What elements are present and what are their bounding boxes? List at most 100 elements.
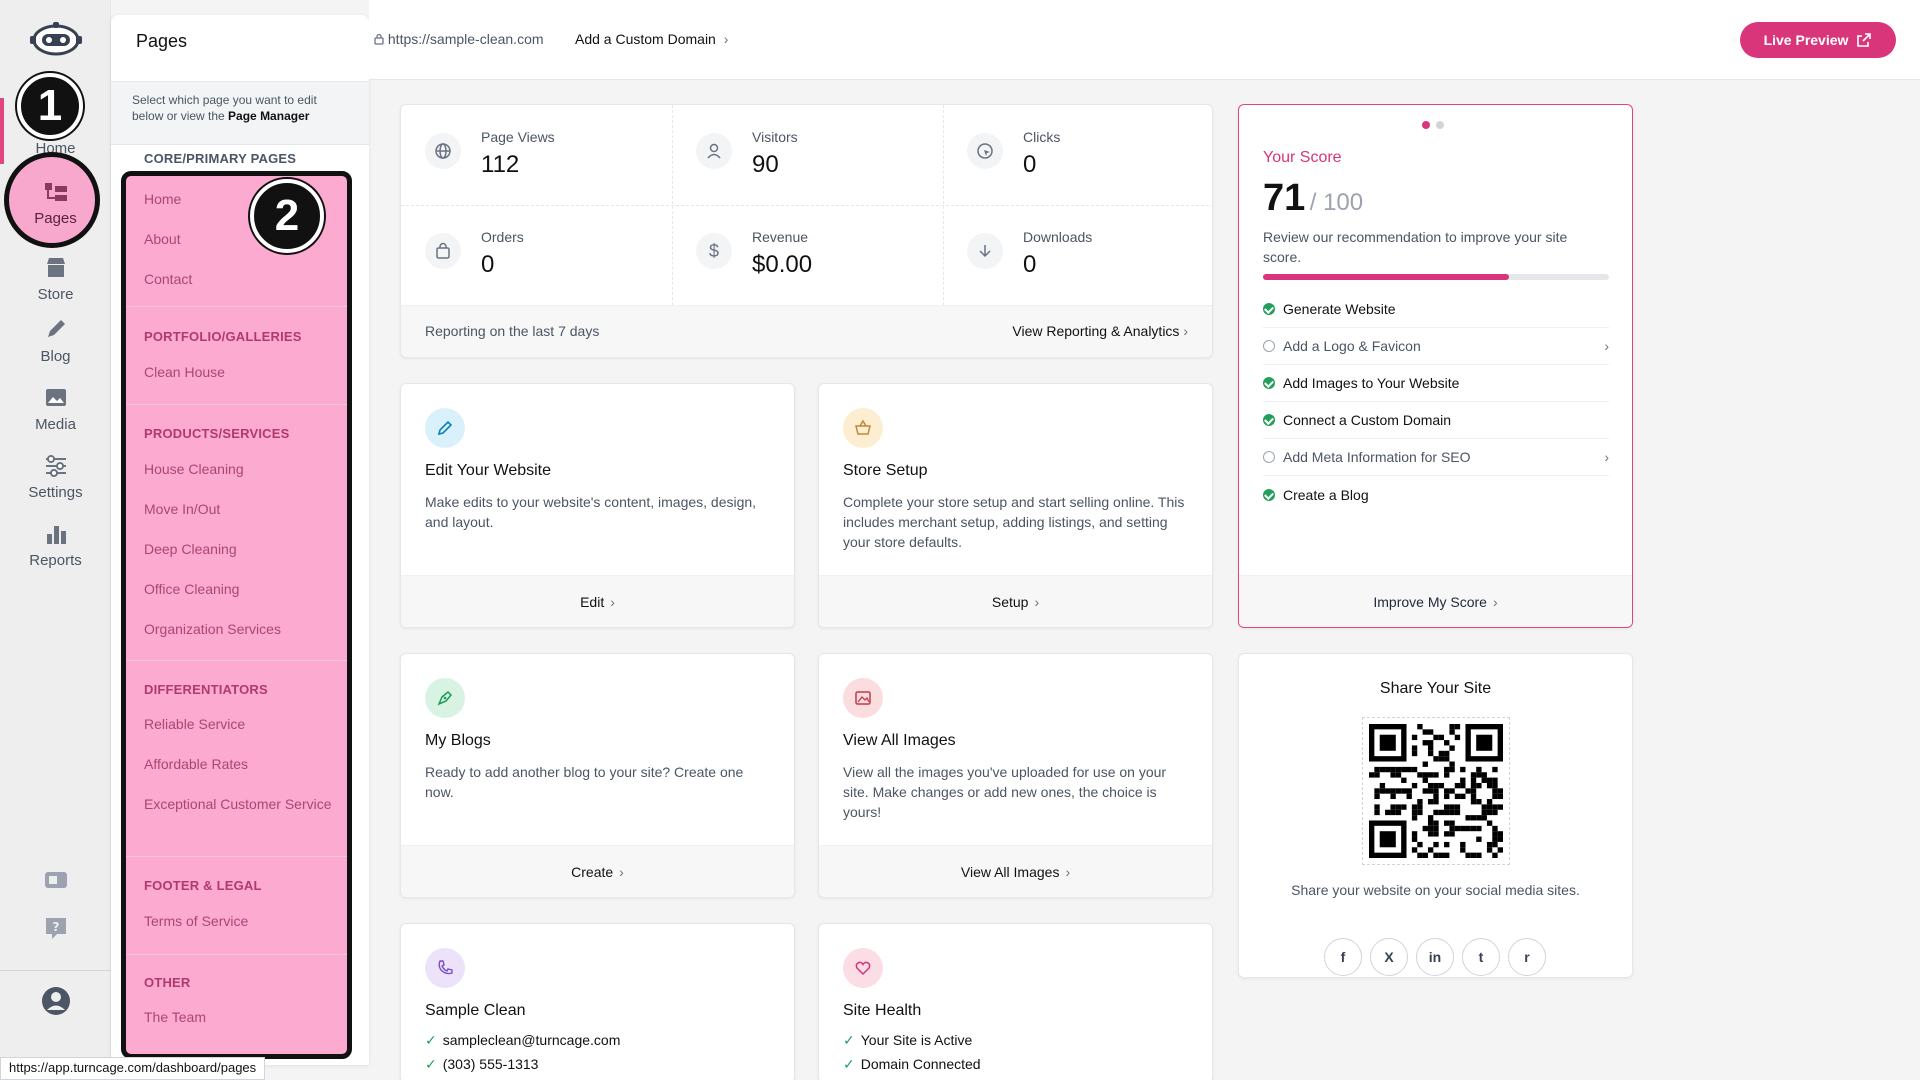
chevron-right-icon: › — [1604, 338, 1609, 354]
my-blogs-card: My Blogs Ready to add another blog to yo… — [400, 653, 795, 898]
user-avatar-icon — [41, 987, 70, 1015]
page-link-reliable-service[interactable]: Reliable Service — [144, 716, 246, 732]
chevron-right-icon: › — [723, 31, 729, 47]
score-item-label: Add Images to Your Website — [1283, 375, 1460, 391]
health-item: ✓ Your Site is Active — [843, 1032, 972, 1049]
rail-item-store[interactable]: Store — [0, 256, 111, 303]
health-text: Domain Connected — [860, 1056, 981, 1072]
inbox-button[interactable] — [0, 870, 111, 895]
carousel-dot[interactable] — [1436, 121, 1444, 129]
robot-logo-icon[interactable] — [28, 20, 84, 60]
stat-value: 0 — [481, 251, 495, 278]
rail-item-pages[interactable]: Pages — [0, 180, 111, 227]
improve-score-label: Improve My Score — [1373, 593, 1487, 610]
section-head-core: CORE/PRIMARY PAGES — [144, 151, 297, 166]
check-icon: ✓ — [843, 1056, 855, 1072]
card-desc: Complete your store setup and start sell… — [843, 494, 1185, 550]
setup-button[interactable]: Setup › — [819, 575, 1212, 627]
step-badge-1: 1 — [17, 73, 83, 139]
stat-visitors: Visitors 90 — [672, 105, 942, 205]
score-item-custom-domain: Connect a Custom Domain — [1263, 402, 1609, 439]
score-item-meta-seo[interactable]: Add Meta Information for SEO › — [1263, 439, 1609, 476]
facebook-icon[interactable]: f — [1324, 938, 1362, 976]
page-link-office-cleaning[interactable]: Office Cleaning — [144, 581, 240, 597]
page-manager-link[interactable]: Page Manager — [228, 109, 310, 123]
linkedin-icon[interactable]: in — [1416, 938, 1454, 976]
account-button[interactable] — [0, 986, 111, 1021]
page-link-organization-services[interactable]: Organization Services — [144, 621, 281, 637]
page-link-terms[interactable]: Terms of Service — [144, 913, 249, 929]
score-item-generate-website: Generate Website — [1263, 291, 1609, 328]
page-link-move-in-out[interactable]: Move In/Out — [144, 501, 221, 517]
page-link-affordable-rates[interactable]: Affordable Rates — [144, 756, 249, 772]
view-reporting-label: View Reporting & Analytics — [1012, 323, 1180, 339]
create-button[interactable]: Create › — [401, 845, 794, 897]
pending-circle-icon — [1263, 451, 1275, 463]
stat-downloads: Downloads 0 — [943, 205, 1212, 305]
view-reporting-link[interactable]: View Reporting & Analytics › — [1012, 323, 1188, 339]
hint-text: Select which page you want to edit below… — [132, 93, 317, 123]
score-item-create-blog: Create a Blog — [1263, 476, 1609, 513]
card-desc: Make edits to your website's content, im… — [425, 494, 757, 530]
page-link-deep-cleaning[interactable]: Deep Cleaning — [144, 541, 237, 557]
reporting-text: Reporting on the last 7 days — [425, 323, 600, 339]
score-item-label: Add Meta Information for SEO — [1283, 449, 1471, 465]
help-button[interactable]: ? — [0, 915, 111, 946]
rail-item-media[interactable]: Media — [0, 386, 111, 433]
phone-icon — [425, 948, 465, 988]
stat-label: Page Views — [481, 129, 555, 145]
basket-icon — [843, 408, 883, 448]
page-link-home[interactable]: Home — [144, 191, 182, 207]
chevron-right-icon: › — [1065, 863, 1071, 880]
tumblr-icon[interactable]: t — [1462, 938, 1500, 976]
chevron-right-icon: › — [1183, 323, 1188, 339]
stat-revenue: $ Revenue $0.00 — [672, 205, 942, 305]
x-twitter-icon[interactable]: X — [1370, 938, 1408, 976]
stat-label: Revenue — [752, 229, 809, 245]
stat-value: 90 — [752, 151, 779, 178]
help-icon: ? — [45, 918, 66, 939]
page-link-about[interactable]: About — [144, 231, 181, 247]
action-label: Create — [571, 863, 614, 880]
card-title: Store Setup — [843, 462, 928, 479]
pencil-icon — [425, 408, 465, 448]
globe-icon — [425, 133, 461, 169]
image-icon — [45, 389, 66, 406]
view-all-images-button[interactable]: View All Images › — [819, 845, 1212, 897]
rail-item-reports[interactable]: Reports — [0, 522, 111, 569]
site-url[interactable]: https://sample-clean.com — [374, 31, 544, 47]
qr-code[interactable] — [1362, 717, 1510, 865]
reddit-icon[interactable]: r — [1508, 938, 1546, 976]
site-health-card: Site Health ✓ Your Site is Active ✓ Domain… — [818, 923, 1213, 1080]
page-link-the-team[interactable]: The Team — [144, 1009, 206, 1025]
page-link-clean-house[interactable]: Clean House — [144, 364, 225, 380]
page-link-exceptional-service[interactable]: Exceptional Customer Service — [144, 796, 332, 812]
top-bar: https://sample-clean.com Add a Custom Do… — [369, 0, 1920, 80]
page-link-contact[interactable]: Contact — [144, 271, 193, 287]
contact-phone: ✓ (303) 555-1313 — [425, 1056, 538, 1073]
score-item-logo-favicon[interactable]: Add a Logo & Favicon › — [1263, 328, 1609, 365]
inbox-icon — [44, 872, 67, 888]
store-setup-card: Store Setup Complete your store setup an… — [818, 383, 1213, 628]
live-preview-button[interactable]: Live Preview — [1740, 22, 1896, 58]
edit-website-card: Edit Your Website Make edits to your web… — [400, 383, 795, 628]
improve-score-button[interactable]: Improve My Score › — [1239, 575, 1632, 627]
stats-card: Page Views 112 Visitors 90 Clicks 0 Orde… — [400, 104, 1213, 358]
score-value-wrap: 71 / 100 — [1263, 177, 1363, 220]
score-item-label: Add a Logo & Favicon — [1283, 338, 1421, 354]
pages-panel: Pages Select which page you want to edit… — [111, 15, 369, 1065]
edit-button[interactable]: Edit › — [401, 575, 794, 627]
share-desc: Share your website on your social media … — [1291, 882, 1580, 898]
stats-footer: Reporting on the last 7 days View Report… — [401, 305, 1212, 357]
dollar-icon: $ — [696, 233, 732, 269]
rail-item-settings[interactable]: Settings — [0, 454, 111, 501]
carousel-dot-active[interactable] — [1422, 121, 1430, 129]
left-rail: Home Pages Store Blog Media Settings Rep… — [0, 0, 111, 1080]
rail-item-blog[interactable]: Blog — [0, 318, 111, 365]
score-title: Your Score — [1263, 149, 1342, 166]
card-desc: Ready to add another blog to your site? … — [425, 764, 744, 800]
page-link-house-cleaning[interactable]: House Cleaning — [144, 461, 244, 477]
add-custom-domain-link[interactable]: Add a Custom Domain › — [575, 31, 728, 47]
section-other: OTHER The Team — [126, 954, 347, 1054]
stat-label: Downloads — [1023, 229, 1093, 245]
